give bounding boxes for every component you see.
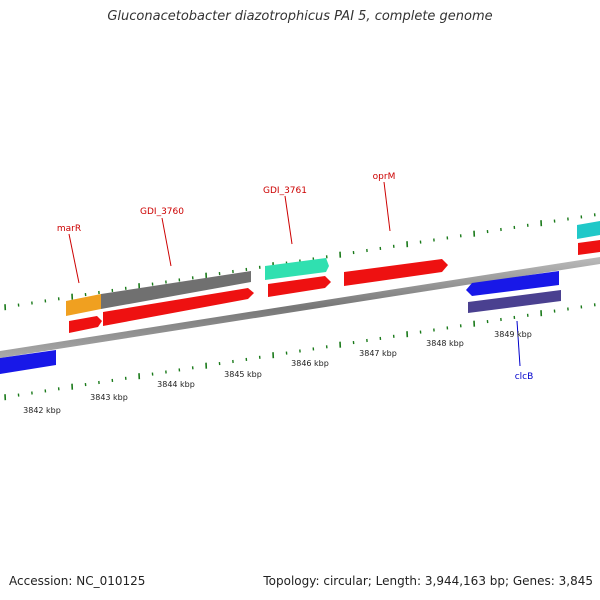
GDI_3760-label: GDI_3760 <box>140 207 184 217</box>
marR-label: marR <box>57 224 81 234</box>
marR-cds[interactable] <box>69 316 102 333</box>
GDI_3760-cds[interactable] <box>103 288 254 326</box>
clcB-cds[interactable] <box>468 290 561 313</box>
kbp-label-3845: 3845 kbp <box>224 370 262 379</box>
oprM-leader <box>383 181 391 232</box>
clcB-label: clcB <box>515 372 534 382</box>
edge-red-cds[interactable] <box>578 240 600 255</box>
kbp-label-3842: 3842 kbp <box>23 406 61 415</box>
GDI_3760-leader <box>161 217 172 267</box>
marR-leader <box>68 233 80 284</box>
GDI_3761-label: GDI_3761 <box>263 186 307 196</box>
kbp-label-3843: 3843 kbp <box>90 393 128 402</box>
GDI_3761-cds[interactable] <box>268 276 331 297</box>
GDI_3761-gene[interactable] <box>265 258 329 280</box>
accession-text: Accession: NC_010125 <box>9 574 146 588</box>
clcB-leader <box>516 320 521 367</box>
genome-backbone <box>0 257 600 358</box>
marR-gene[interactable] <box>66 294 101 316</box>
GDI_3760-gene[interactable] <box>101 271 251 309</box>
kbp-label-3844: 3844 kbp <box>157 380 195 389</box>
kbp-label-3847: 3847 kbp <box>359 349 397 358</box>
GDI_3761-leader <box>284 195 293 245</box>
kbp-label-3848: 3848 kbp <box>426 339 464 348</box>
map-title: Gluconacetobacter diazotrophicus PAI 5, … <box>107 9 493 24</box>
lower-tick-track <box>4 303 596 401</box>
kbp-label-3846: 3846 kbp <box>291 359 329 368</box>
oprM-cds[interactable] <box>344 259 448 286</box>
oprM-label: oprM <box>373 172 396 182</box>
clcB-gene[interactable] <box>466 271 559 296</box>
edge-cyan-gene[interactable] <box>577 221 600 239</box>
left-blue-gene[interactable] <box>0 350 56 374</box>
kbp-label-3849: 3849 kbp <box>494 330 532 339</box>
genome-summary-text: Topology: circular; Length: 3,944,163 bp… <box>263 574 593 588</box>
